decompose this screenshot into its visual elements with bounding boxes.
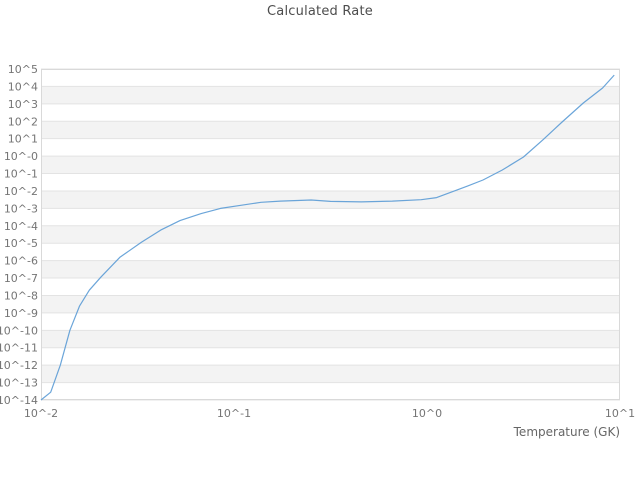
x-tick-label: 10^-2 [24, 407, 58, 420]
y-tick-label: 10^3 [8, 98, 38, 111]
y-tick-label: 10^-9 [4, 307, 38, 320]
band-row [41, 156, 620, 174]
band-row [41, 330, 620, 348]
band-row [41, 295, 620, 313]
y-tick-label: 10^-8 [4, 289, 38, 302]
y-tick-label: 10^-5 [4, 237, 38, 250]
chart-title: Calculated Rate [267, 4, 373, 19]
x-tick-label: 10^-1 [217, 407, 251, 420]
y-tick-label: 10^1 [8, 133, 38, 146]
plot-border [41, 69, 620, 400]
y-tick-label: 10^-11 [0, 342, 38, 355]
y-tick-label: 10^-4 [4, 220, 38, 233]
y-tick-label: 10^-12 [0, 359, 38, 372]
x-tick-label: 10^0 [412, 407, 442, 420]
y-tick-label: 10^-1 [4, 168, 38, 181]
series-line-calculated-rate [40, 74, 615, 401]
band-row [41, 190, 620, 209]
band-row [41, 365, 620, 383]
band-row [41, 86, 620, 104]
band-row [41, 121, 620, 139]
x-axis-label: Temperature (GK) [513, 425, 620, 439]
band-row [41, 260, 620, 279]
y-tick-label: 10^4 [8, 80, 38, 93]
y-tick-label: 10^-0 [4, 150, 38, 163]
y-tick-label: 10^2 [8, 115, 38, 128]
y-tick-label: 10^-13 [0, 377, 38, 390]
y-tick-label: 10^5 [8, 63, 38, 76]
y-tick-label: 10^-14 [0, 394, 38, 407]
y-tick-label: 10^-6 [4, 255, 38, 268]
y-tick-label: 10^-7 [4, 272, 38, 285]
y-tick-label: 10^-10 [0, 324, 38, 337]
band-row [41, 225, 620, 244]
x-tick-label: 10^1 [605, 407, 635, 420]
y-tick-label: 10^-3 [4, 202, 38, 215]
y-tick-label: 10^-2 [4, 185, 38, 198]
